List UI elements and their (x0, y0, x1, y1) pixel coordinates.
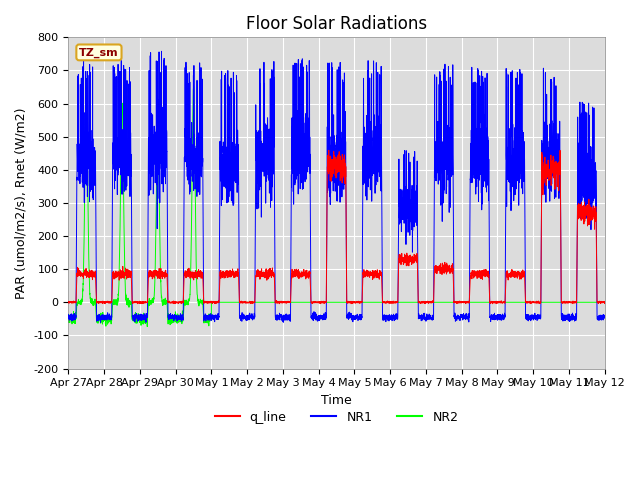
Legend: q_line, NR1, NR2: q_line, NR1, NR2 (209, 406, 463, 429)
Text: TZ_sm: TZ_sm (79, 47, 119, 58)
Y-axis label: PAR (umol/m2/s), Rnet (W/m2): PAR (umol/m2/s), Rnet (W/m2) (15, 107, 28, 299)
Title: Floor Solar Radiations: Floor Solar Radiations (246, 15, 427, 33)
X-axis label: Time: Time (321, 394, 352, 407)
